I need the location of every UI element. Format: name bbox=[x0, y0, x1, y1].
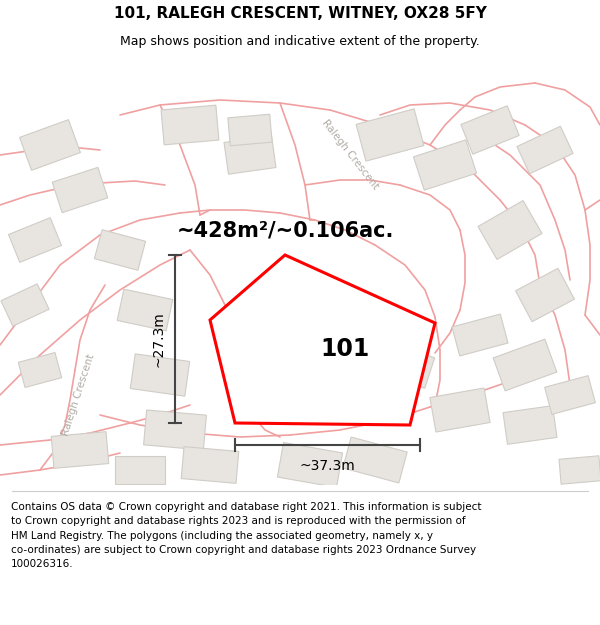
Polygon shape bbox=[130, 354, 190, 396]
Polygon shape bbox=[356, 109, 424, 161]
Polygon shape bbox=[18, 352, 62, 388]
Text: ~428m²/~0.106ac.: ~428m²/~0.106ac. bbox=[176, 220, 394, 240]
Polygon shape bbox=[545, 376, 595, 414]
Polygon shape bbox=[515, 268, 574, 322]
Polygon shape bbox=[253, 387, 307, 423]
Polygon shape bbox=[461, 106, 519, 154]
Text: ~27.3m: ~27.3m bbox=[151, 311, 165, 367]
Polygon shape bbox=[115, 456, 165, 484]
Polygon shape bbox=[452, 314, 508, 356]
Polygon shape bbox=[8, 217, 61, 262]
Polygon shape bbox=[52, 168, 108, 212]
Polygon shape bbox=[51, 432, 109, 468]
Polygon shape bbox=[143, 410, 206, 450]
Polygon shape bbox=[210, 255, 435, 425]
Text: Ralegh Crescent: Ralegh Crescent bbox=[320, 118, 380, 192]
Text: Ralegh Crescent: Ralegh Crescent bbox=[60, 353, 96, 437]
Polygon shape bbox=[1, 284, 49, 326]
Polygon shape bbox=[161, 105, 219, 145]
Polygon shape bbox=[228, 114, 272, 146]
Text: 101: 101 bbox=[320, 338, 370, 361]
Polygon shape bbox=[559, 456, 600, 484]
Polygon shape bbox=[277, 442, 343, 488]
Polygon shape bbox=[493, 339, 557, 391]
Polygon shape bbox=[430, 388, 490, 432]
Polygon shape bbox=[117, 289, 173, 331]
Text: Contains OS data © Crown copyright and database right 2021. This information is : Contains OS data © Crown copyright and d… bbox=[11, 502, 481, 569]
Text: 101, RALEGH CRESCENT, WITNEY, OX28 5FY: 101, RALEGH CRESCENT, WITNEY, OX28 5FY bbox=[113, 6, 487, 21]
Text: Map shows position and indicative extent of the property.: Map shows position and indicative extent… bbox=[120, 35, 480, 48]
Polygon shape bbox=[517, 126, 573, 174]
Polygon shape bbox=[318, 309, 382, 361]
Polygon shape bbox=[224, 136, 276, 174]
Text: ~37.3m: ~37.3m bbox=[299, 459, 355, 473]
Polygon shape bbox=[413, 140, 476, 190]
Polygon shape bbox=[94, 230, 146, 270]
Polygon shape bbox=[181, 447, 239, 483]
Polygon shape bbox=[478, 201, 542, 259]
Polygon shape bbox=[376, 342, 434, 388]
Polygon shape bbox=[20, 119, 80, 171]
Polygon shape bbox=[343, 437, 407, 483]
Polygon shape bbox=[503, 406, 557, 444]
